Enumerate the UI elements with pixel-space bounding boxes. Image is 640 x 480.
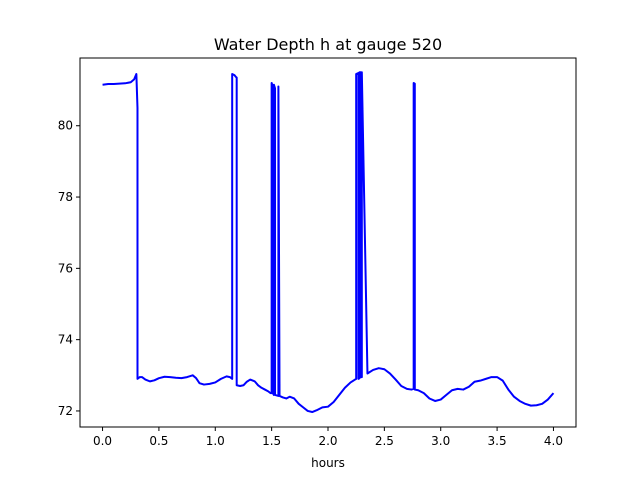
y-tick-label: 80	[58, 119, 73, 133]
y-tick-label: 72	[58, 404, 73, 418]
x-tick-label: 2.5	[375, 434, 394, 448]
y-tick-label: 74	[58, 333, 73, 347]
x-axis-ticks: 0.0 0.5 1.0 1.5 2.0 2.5 3.0 3.5 4.0	[93, 427, 563, 448]
y-tick-label: 76	[58, 261, 73, 275]
plot-area	[102, 71, 555, 414]
x-tick-label: 1.5	[262, 434, 281, 448]
x-axis-label: hours	[311, 456, 345, 470]
x-tick-label: 3.5	[488, 434, 507, 448]
y-tick-label: 78	[58, 190, 73, 204]
x-tick-label: 0.5	[149, 434, 168, 448]
series-line	[102, 71, 555, 414]
x-tick-label: 1.0	[206, 434, 225, 448]
x-tick-label: 4.0	[544, 434, 563, 448]
x-tick-label: 2.0	[318, 434, 337, 448]
x-tick-label: 3.0	[431, 434, 450, 448]
y-axis-ticks: 72 74 76 78 80	[58, 119, 80, 418]
plot-frame	[79, 57, 577, 428]
x-tick-label: 0.0	[93, 434, 112, 448]
chart-title: Water Depth h at gauge 520	[214, 35, 442, 54]
